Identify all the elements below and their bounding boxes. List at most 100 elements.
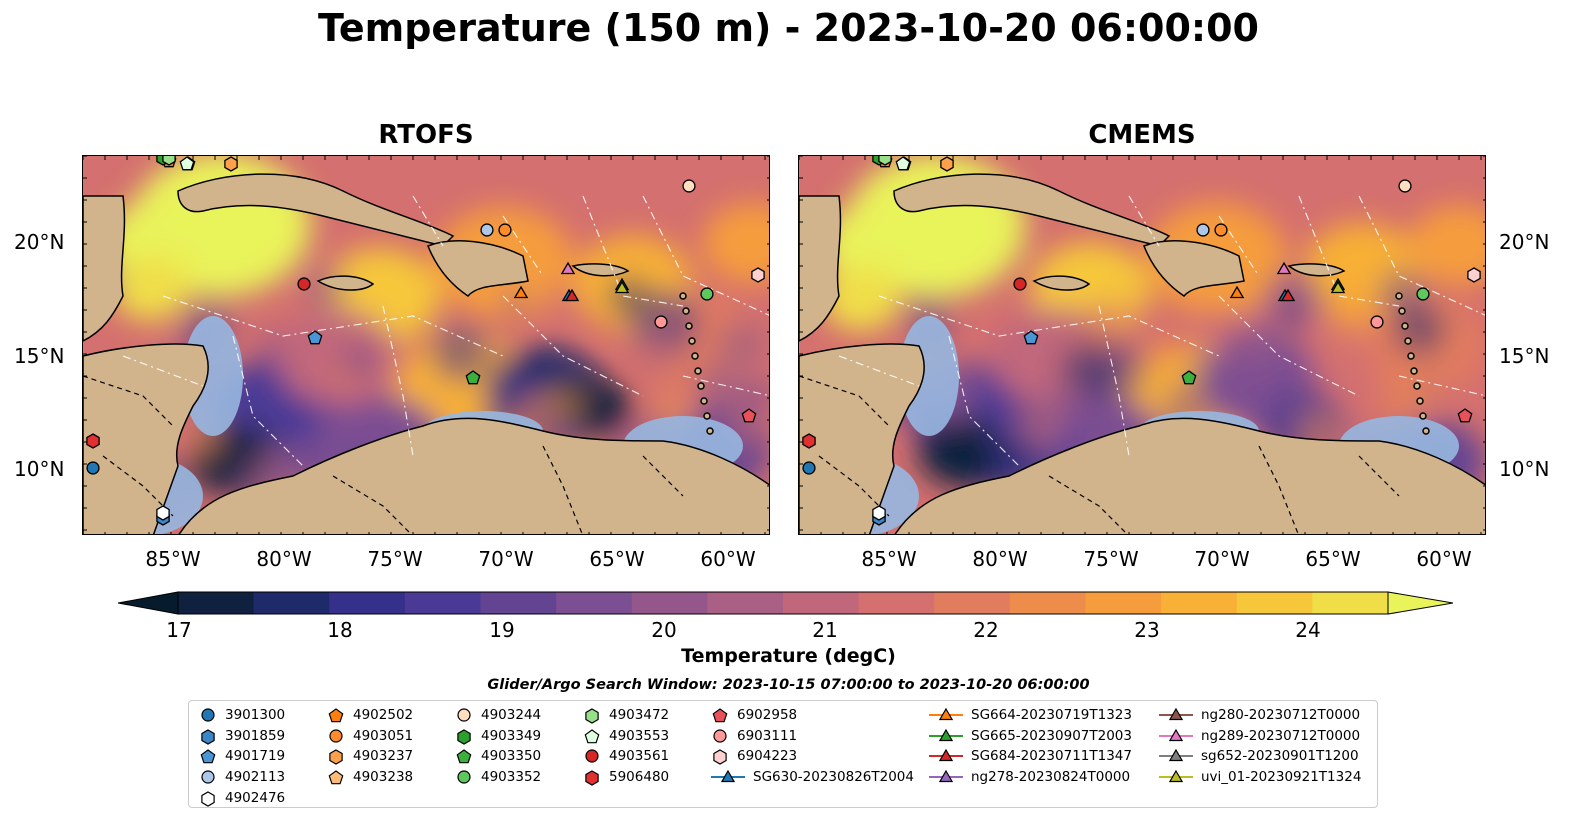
legend-label: 4903238 (353, 769, 414, 786)
triangle-marker-icon (929, 708, 963, 721)
marker-4903561 (297, 277, 311, 291)
legend-column: 4902502 4903051 4903237 4903238 (327, 705, 413, 787)
marker-SG664-20230719T1323 (1229, 285, 1245, 299)
colorbar-segment (178, 592, 255, 614)
colorbar-segment (253, 592, 330, 614)
legend-item: 4903350 (455, 746, 541, 767)
legend-label: 4901719 (225, 748, 286, 765)
legend-label: 6904223 (737, 748, 798, 765)
colorbar-segment (1312, 592, 1389, 614)
legend-item: 4902502 (327, 705, 413, 726)
marker-4902476 (156, 505, 170, 521)
marker-4903051 (1214, 223, 1228, 237)
legend-item: uvi_01-20230921T1324 (1159, 767, 1361, 788)
legend-label: 4902502 (353, 707, 414, 724)
legend-item: 4903244 (455, 705, 541, 726)
legend-label: 4903352 (481, 769, 542, 786)
lon-tick-60w-right: 60°W (1416, 547, 1472, 571)
marker-3901300 (802, 461, 816, 475)
triangle-marker-icon (1159, 728, 1193, 741)
legend-column: 4903472 4903553 4903561 5906480 (583, 705, 669, 787)
lon-tick-85w-left: 85°W (145, 547, 201, 571)
legend-column: 4903244 4903349 4903350 4903352 (455, 705, 541, 787)
cbar-tick-17: 17 (166, 618, 192, 642)
legend-item: 5906480 (583, 767, 669, 788)
pentagon-marker-icon (456, 749, 472, 764)
triangle-marker-icon (929, 728, 963, 741)
lat-tick-15n-right: 15°N (1499, 344, 1550, 368)
legend-label: 4902476 (225, 789, 286, 806)
legend-item: ng289-20230712T0000 (1159, 726, 1361, 747)
marker-4903237 (224, 156, 238, 172)
marker-4902113 (1196, 223, 1210, 237)
temperature-map (799, 156, 1485, 534)
marker-3901300 (86, 461, 100, 475)
hexagon-marker-icon (201, 790, 215, 807)
cbar-tick-18: 18 (327, 618, 353, 642)
legend-column: 3901300 3901859 4901719 4902113 4902476 (199, 705, 285, 808)
marker-5906480 (802, 433, 816, 449)
marker-ng289-20230712T0000 (1276, 261, 1292, 275)
marker-4903244 (682, 179, 696, 193)
pentagon-marker-icon (200, 749, 216, 764)
legend-label: 4903472 (609, 707, 670, 724)
legend-label: 4903350 (481, 748, 542, 765)
colorbar-extend-min (117, 591, 179, 615)
legend-item: 6904223 (711, 746, 914, 767)
legend-label: ng280-20230712T0000 (1201, 707, 1361, 724)
legend-item: SG630-20230826T2004 (711, 767, 914, 788)
marker-4903350 (1181, 370, 1197, 385)
legend-label: SG684-20230711T1347 (971, 748, 1132, 765)
colorbar-segment (404, 592, 481, 614)
lon-tick-85w-right: 85°W (861, 547, 917, 571)
legend-item: 6903111 (711, 726, 914, 747)
lon-tick-70w-right: 70°W (1194, 547, 1250, 571)
lat-tick-10n-left: 10°N (14, 457, 65, 481)
legend-item: 4902113 (199, 767, 285, 788)
marker-SG684-20230711T1347 (1280, 288, 1296, 302)
legend-item: 6902958 (711, 705, 914, 726)
lon-tick-60w-left: 60°W (700, 547, 756, 571)
panel-title-cmems: CMEMS (1088, 120, 1196, 150)
legend-item: 4903237 (327, 746, 413, 767)
colorbar-segment (480, 592, 557, 614)
colorbar-segment (556, 592, 633, 614)
hexagon-marker-icon (457, 729, 471, 745)
legend-label: 6903111 (737, 727, 798, 744)
cbar-tick-24: 24 (1295, 618, 1321, 642)
circle-marker-icon (585, 749, 599, 764)
hexagon-marker-icon (713, 749, 727, 766)
colorbar-frame (177, 591, 1389, 615)
legend-item: 4903051 (327, 726, 413, 747)
legend-label: 3901859 (225, 727, 286, 744)
legend-column: SG664-20230719T1323 SG665-20230907T2003 SG… (929, 705, 1132, 787)
legend-item: 3901859 (199, 726, 285, 747)
map-panel-cmems (798, 155, 1486, 535)
temperature-map (83, 156, 769, 534)
legend-label: 6902958 (737, 707, 798, 724)
lon-tick-75w-right: 75°W (1083, 547, 1139, 571)
legend-label: uvi_01-20230921T1324 (1201, 769, 1362, 786)
hexagon-marker-icon (585, 770, 599, 786)
colorbar-segment (631, 592, 708, 614)
legend-item: 4903352 (455, 767, 541, 788)
legend-item: 4903238 (327, 767, 413, 788)
cbar-tick-23: 23 (1134, 618, 1160, 642)
marker-4903350 (465, 370, 481, 385)
colorbar-segment (858, 592, 935, 614)
colorbar (117, 590, 1454, 616)
marker-4903244 (1398, 179, 1412, 193)
legend-column: 6902958 6903111 6904223 SG630-20230826T2004 (711, 705, 914, 787)
land-masses (83, 173, 769, 534)
legend-label: 3901300 (225, 707, 286, 724)
marker-ng289-20230712T0000 (560, 261, 576, 275)
legend-label: SG664-20230719T1323 (971, 707, 1132, 724)
lat-tick-15n-left: 15°N (14, 344, 65, 368)
lat-tick-20n-right: 20°N (1499, 230, 1550, 254)
triangle-marker-icon (929, 749, 963, 762)
panel-title-rtofs: RTOFS (378, 120, 474, 150)
marker-4902476 (872, 505, 886, 521)
marker-uvi_01-20230921T1324 (1330, 280, 1346, 294)
legend-item: SG684-20230711T1347 (929, 746, 1132, 767)
legend-label: ng278-20230824T0000 (971, 769, 1131, 786)
